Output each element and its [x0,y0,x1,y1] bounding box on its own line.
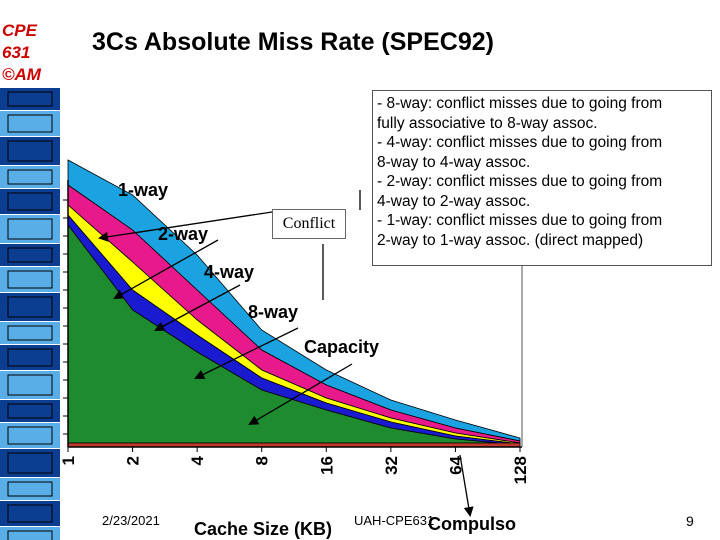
strip-block [0,137,60,165]
x-tick-label: 8 [253,456,272,465]
strip-block [0,371,60,399]
strip-block [0,88,60,110]
strip-frame [7,169,53,185]
explanation-line: 4-way to 2-way assoc. [377,192,531,210]
decorative-side-strip [0,88,60,540]
pointer-arrow [459,454,474,517]
series-label: Capacity [304,337,379,357]
pointer-arrow [194,327,299,379]
strip-frame [7,218,53,240]
pointer-arrow [98,211,273,242]
strip-frame [7,504,53,523]
strip-block [0,478,60,500]
strip-frame [7,426,53,445]
x-tick-label: 4 [188,455,207,465]
footer-date: 2/23/2021 [102,513,160,528]
strip-frame [7,530,53,540]
pointer-arrow [248,363,353,426]
strip-block [0,322,60,344]
explanation-textbox: - 8-way: conflict misses due to going fr… [372,90,712,266]
pointer-arrow [154,284,241,331]
strip-frame [7,192,53,211]
logo-line: ©AM [2,65,41,84]
strip-block [0,449,60,477]
strip-frame [7,403,53,419]
strip-frame [7,348,53,367]
explanation-line: - 8-way: conflict misses due to going fr… [377,95,663,112]
footer-page-number: 9 [686,513,694,529]
strip-frame [7,325,53,341]
strip-frame [7,114,53,133]
footer-center: UAH-CPE631 [354,513,435,528]
logo-line: CPE [2,21,37,40]
course-logo: CPE 631 ©AM [2,20,62,86]
series-label: 8-way [248,302,298,322]
explanation-line: - 1-way: conflict misses due to going fr… [377,212,663,229]
strip-block [0,166,60,188]
strip-frame [7,270,53,289]
series-label: 4-way [204,262,254,282]
strip-block [0,293,60,321]
x-tick-label: 2 [124,456,143,465]
x-tick-label: 32 [382,456,401,475]
x-tick-label: 16 [317,456,336,475]
series-label: Compulso [428,514,516,534]
logo-line: 631 [2,43,31,62]
explanation-line: - 2-way: conflict misses due to going fr… [377,173,663,190]
series-label: 2-way [158,224,208,244]
x-tick-label: 1 [59,456,78,465]
strip-block [0,400,60,422]
strip-frame [7,91,53,107]
pointer-arrow [113,239,219,299]
strip-block [0,527,60,540]
strip-frame [7,481,53,497]
explanation-line: fully associative to 8-way assoc. [377,114,598,132]
explanation-line: - 4-way: conflict misses due to going fr… [377,134,663,151]
series-label: 1-way [118,180,168,200]
x-axis-title: Cache Size (KB) [194,519,332,539]
strip-pattern [0,88,60,540]
strip-block [0,215,60,243]
strip-frame [7,374,53,396]
strip-frame [7,140,53,162]
strip-frame [7,247,53,263]
slide-title: 3Cs Absolute Miss Rate (SPEC92) [92,28,494,56]
explanation-line: 2-way to 1-way assoc. (direct mapped) [377,231,644,249]
conflict-label: Conflict [272,209,346,239]
strip-block [0,244,60,266]
strip-frame [7,452,53,474]
strip-frame [7,296,53,318]
x-tick-label: 128 [511,456,530,484]
explanation-line: 8-way to 4-way assoc. [377,153,531,171]
